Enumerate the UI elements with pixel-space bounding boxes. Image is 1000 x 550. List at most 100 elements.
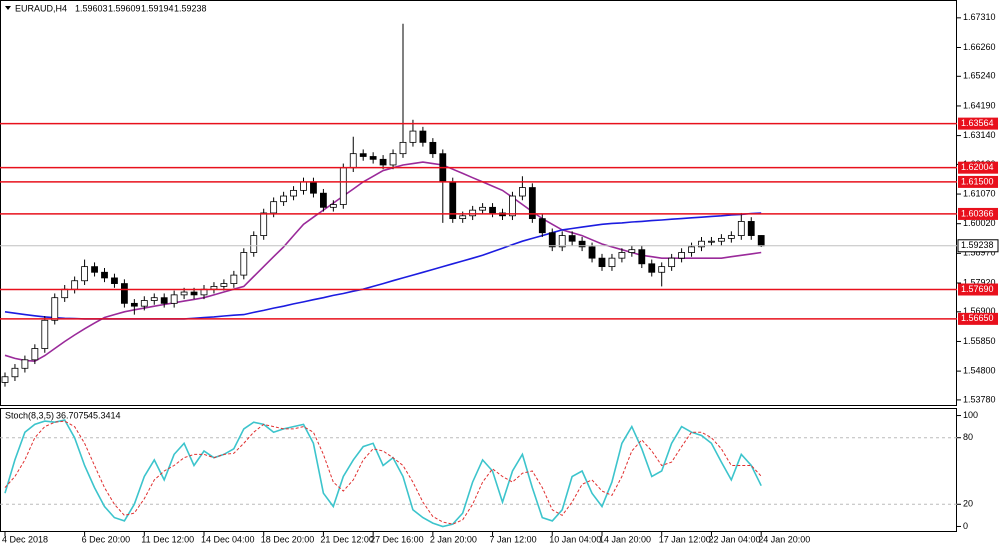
level-tag bbox=[958, 283, 998, 296]
x-tick-label: 10 Jan 04:00 bbox=[549, 534, 601, 544]
candle-body bbox=[538, 218, 546, 234]
candle-body bbox=[359, 153, 367, 157]
level-label: 1.56650 bbox=[961, 313, 994, 323]
candle-body bbox=[588, 246, 596, 259]
candle-body bbox=[290, 189, 297, 197]
candle-body bbox=[379, 158, 387, 166]
y-tick-label: 80 bbox=[963, 432, 973, 442]
candle-body bbox=[688, 246, 695, 253]
candle-body bbox=[389, 153, 397, 166]
candle-body bbox=[319, 192, 327, 208]
high-price: 1.59609 bbox=[108, 3, 141, 13]
level-label: 1.62004 bbox=[961, 162, 994, 172]
x-tick-label: 24 Jan 20:00 bbox=[758, 534, 810, 544]
candle-body bbox=[509, 195, 516, 217]
candle-body bbox=[270, 201, 278, 214]
candle-body bbox=[121, 283, 128, 304]
candle-body bbox=[130, 302, 138, 307]
candle-body bbox=[648, 263, 656, 273]
y-tick-label: 0 bbox=[963, 521, 968, 531]
indicator-line bbox=[4, 161, 762, 363]
candle-body bbox=[150, 297, 158, 301]
candle-body bbox=[519, 187, 526, 197]
candle-body bbox=[399, 141, 407, 155]
price-tag bbox=[957, 239, 999, 253]
candle-body bbox=[21, 359, 29, 369]
x-tick-label: 14 Dec 04:00 bbox=[201, 534, 255, 544]
candle-body bbox=[280, 195, 288, 203]
candle-body bbox=[250, 235, 258, 253]
price-label: 1.59238 bbox=[961, 240, 994, 250]
y-tick-label: 1.54800 bbox=[963, 365, 996, 375]
candle-body bbox=[140, 300, 148, 307]
candle-body bbox=[469, 209, 477, 217]
candle-body bbox=[678, 252, 685, 259]
candle-body bbox=[528, 187, 536, 220]
x-tick-label: 7 Jan 12:00 bbox=[490, 534, 537, 544]
candle-body bbox=[568, 235, 576, 242]
x-tick-label: 2 Jan 20:00 bbox=[430, 534, 477, 544]
candle-body bbox=[449, 181, 457, 220]
close-price: 1.59238 bbox=[174, 3, 207, 13]
candle-body bbox=[31, 348, 39, 361]
candle-body bbox=[160, 297, 168, 304]
y-tick-label: 1.67310 bbox=[963, 12, 996, 22]
y-tick-label: 1.65240 bbox=[963, 71, 996, 81]
x-tick-label: 14 Jan 20:00 bbox=[599, 534, 651, 544]
y-tick-label: 1.58970 bbox=[963, 248, 996, 258]
candle-body bbox=[638, 249, 646, 265]
candle-body bbox=[727, 235, 735, 239]
y-tick-label: 1.55850 bbox=[963, 336, 996, 346]
y-tick-label: 1.66260 bbox=[963, 42, 996, 52]
candle-body bbox=[628, 249, 636, 253]
candle-body bbox=[598, 257, 606, 268]
x-tick-label: 17 Jan 12:00 bbox=[659, 534, 711, 544]
x-tick-label: 6 Dec 20:00 bbox=[82, 534, 131, 544]
x-tick-label: 18 Dec 20:00 bbox=[261, 534, 315, 544]
candle-body bbox=[548, 232, 556, 248]
candle-body bbox=[170, 294, 178, 304]
menu-arrow bbox=[5, 6, 11, 10]
level-tag bbox=[958, 161, 998, 174]
candle-body bbox=[220, 283, 228, 287]
candle-body bbox=[81, 266, 88, 282]
level-tag bbox=[958, 175, 998, 188]
candle-body bbox=[71, 280, 79, 290]
y-tick-label: 1.60020 bbox=[963, 218, 996, 228]
x-tick-label: 22 Jan 04:00 bbox=[708, 534, 760, 544]
candle-body bbox=[419, 130, 427, 143]
y-tick-label: 1.63140 bbox=[963, 130, 996, 140]
candle-body bbox=[310, 181, 317, 194]
indicator-line bbox=[4, 419, 762, 528]
candle-body bbox=[190, 291, 198, 296]
level-tag bbox=[958, 312, 998, 325]
candle-body bbox=[329, 204, 337, 208]
x-tick-label: 21 Dec 12:00 bbox=[320, 534, 374, 544]
candle-body bbox=[608, 257, 616, 268]
candle-body bbox=[180, 291, 188, 296]
candle-body bbox=[489, 206, 496, 214]
candle-body bbox=[91, 266, 98, 273]
price-panel bbox=[0, 0, 957, 406]
candle-body bbox=[737, 221, 745, 236]
candle-body bbox=[698, 240, 705, 248]
stoch-name: Stoch(8,3,5) bbox=[5, 410, 54, 420]
candle-body bbox=[41, 319, 49, 349]
level-tag bbox=[958, 117, 998, 130]
candle-body bbox=[230, 274, 238, 284]
x-tick-label: 11 Dec 12:00 bbox=[141, 534, 194, 544]
candle-body bbox=[479, 206, 487, 211]
candle-body bbox=[459, 215, 467, 220]
open-price: 1.59603 bbox=[75, 3, 108, 13]
candle-body bbox=[300, 181, 307, 191]
candle-body bbox=[658, 266, 666, 273]
y-tick-label: 100 bbox=[963, 410, 978, 420]
candle-body bbox=[61, 288, 69, 299]
x-tick-label: 27 Dec 16:00 bbox=[370, 534, 424, 544]
stoch-main: 36.7075 bbox=[56, 410, 89, 420]
level-tag bbox=[958, 207, 998, 220]
candle-body bbox=[429, 141, 437, 155]
candle-body bbox=[708, 240, 715, 243]
